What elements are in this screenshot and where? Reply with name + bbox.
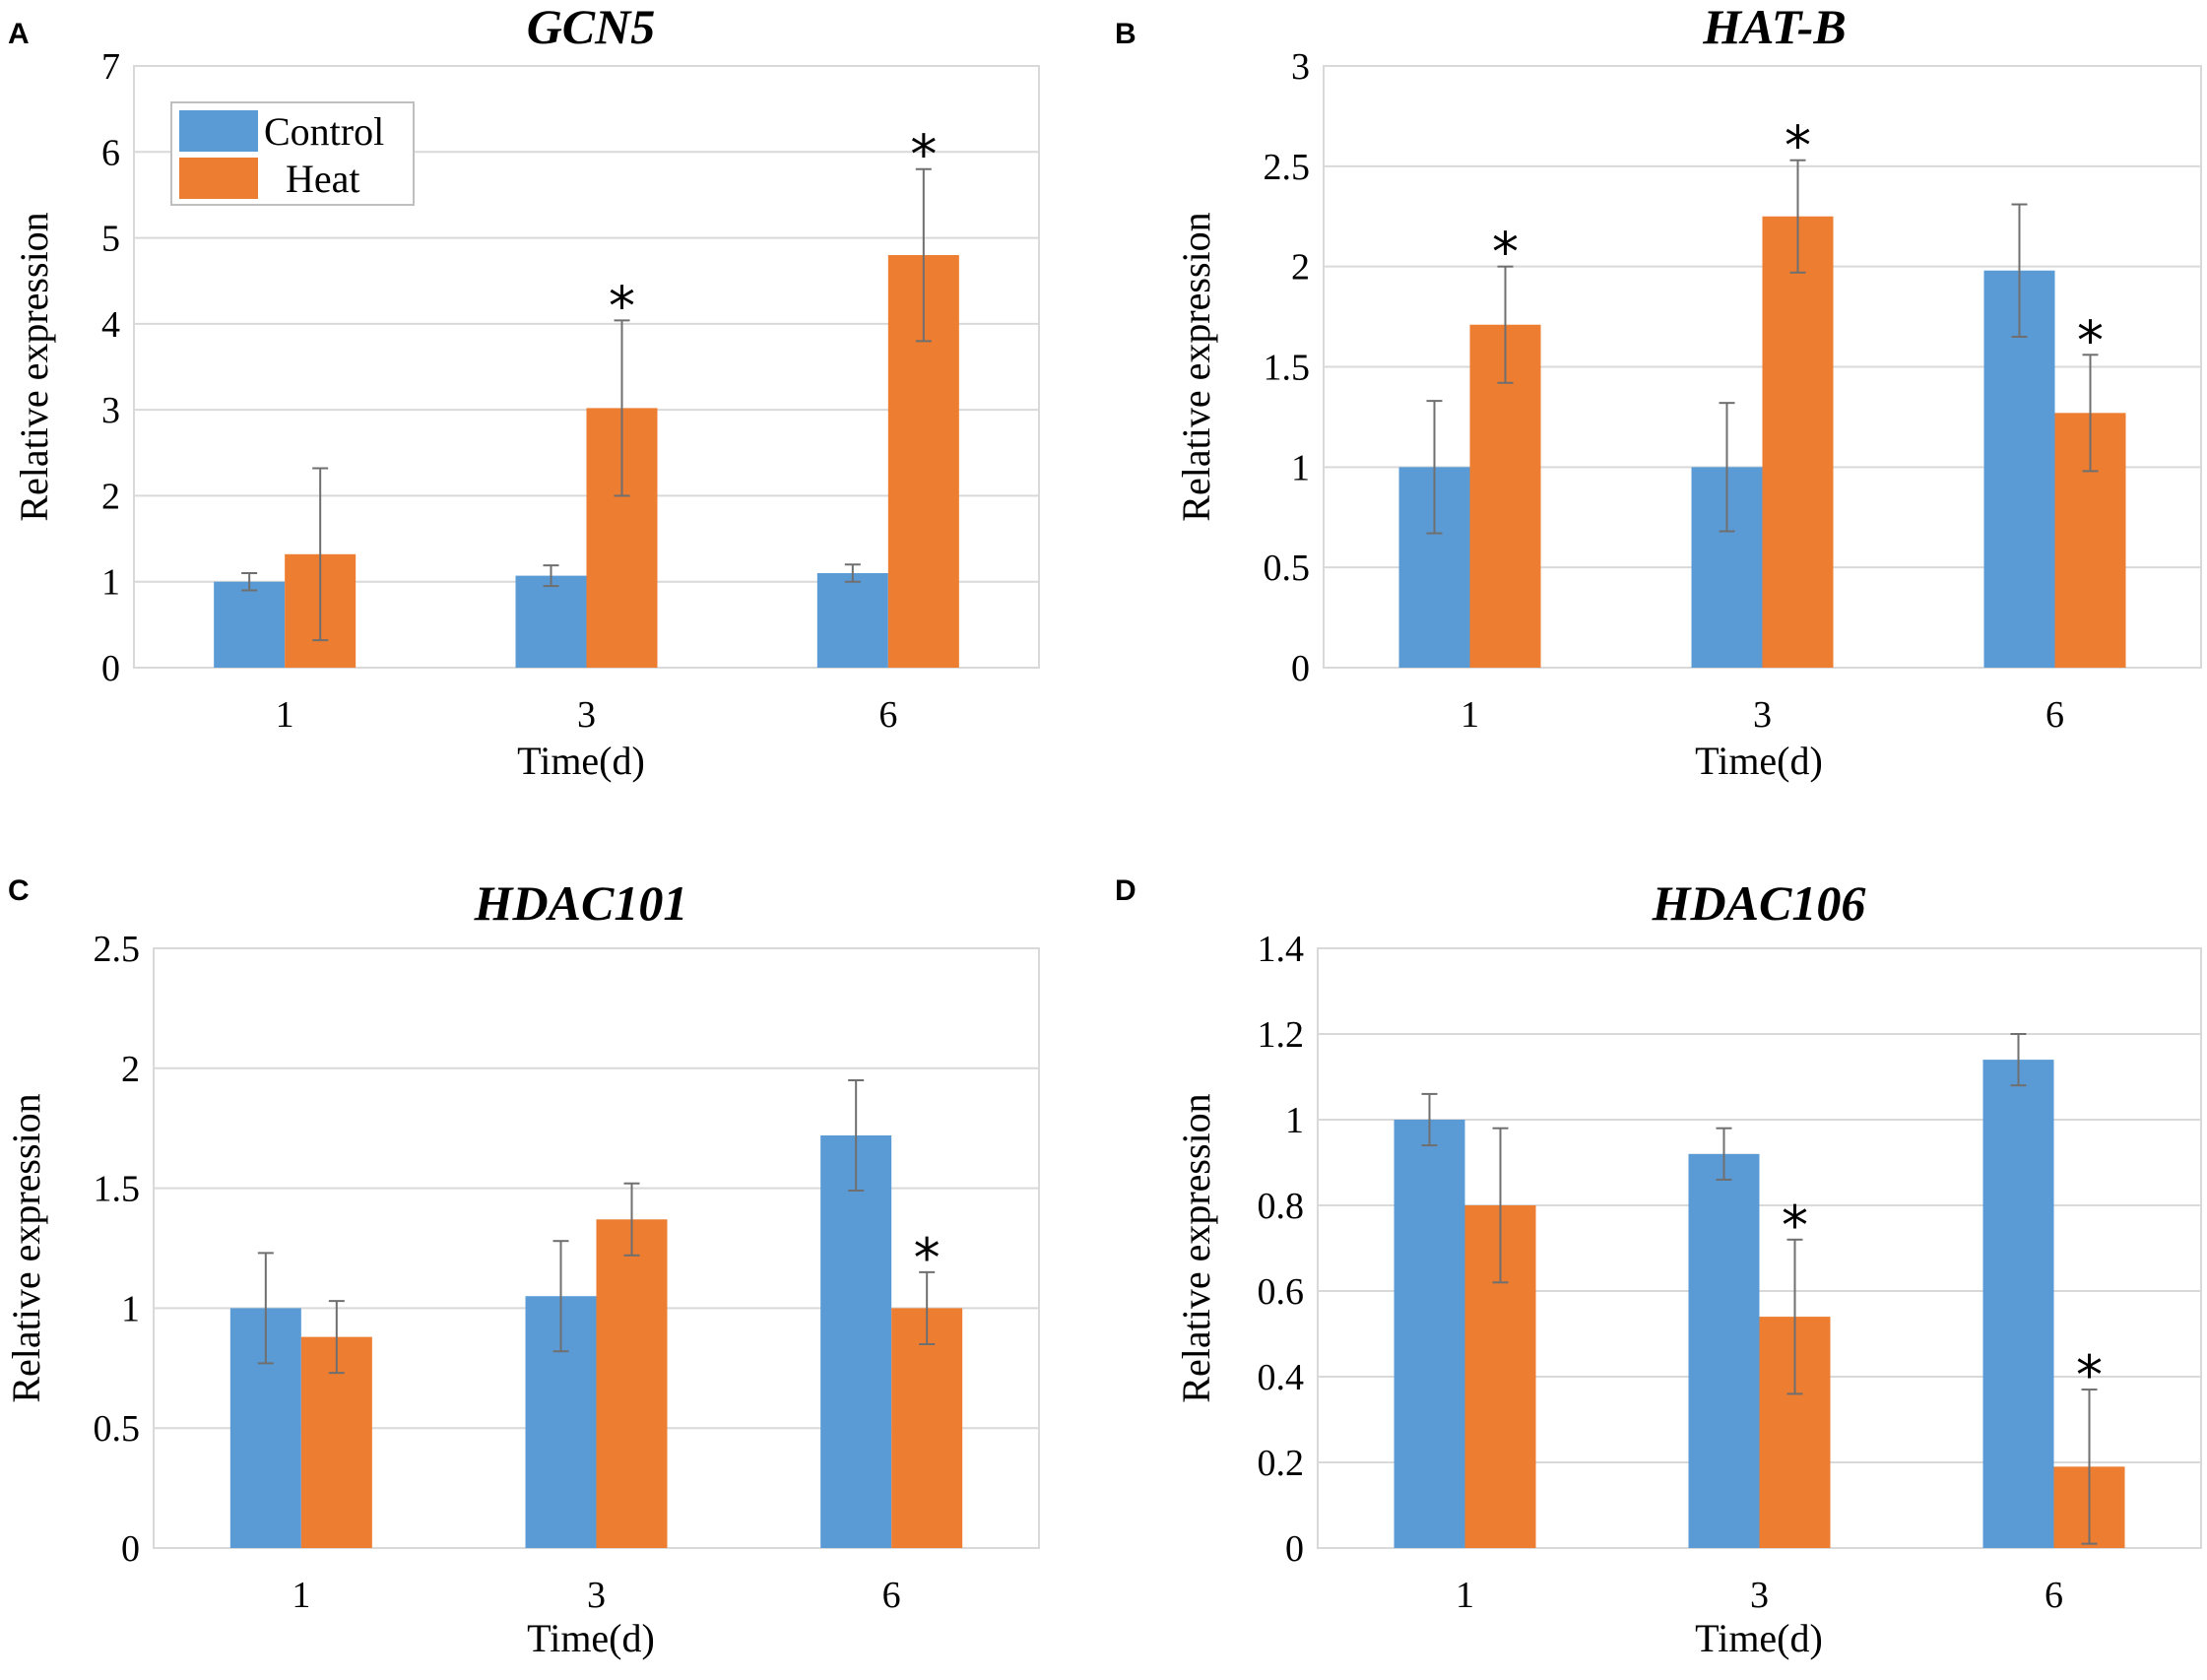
panel-a-x-axis-label: Time(d) (517, 739, 645, 783)
panel-a-y-tick-label: 3 (101, 390, 120, 431)
panel-d-control-bar (1688, 1153, 1760, 1548)
panel-b-significance-star: * (1785, 115, 1811, 177)
panel-c-x-tick-label: 6 (882, 1575, 901, 1616)
panel-c-y-tick-label: 2.5 (94, 929, 141, 970)
panel-letter-d: D (1115, 874, 1136, 907)
panel-c-y-tick-label: 0.5 (94, 1408, 141, 1450)
panel-b-significance-star: * (2077, 309, 2104, 371)
panel-d-chart-title: HDAC106 (1652, 875, 1866, 931)
panel-c-chart-title: HDAC101 (474, 875, 688, 931)
panel-b-x-axis-label: Time(d) (1695, 739, 1823, 783)
panel-b-x-tick-label: 3 (1753, 694, 1772, 736)
panel-d-y-tick-label: 0.2 (1258, 1443, 1305, 1484)
panel-d-y-tick-label: 0.4 (1258, 1357, 1305, 1398)
panel-d-y-tick-label: 0.8 (1258, 1186, 1305, 1227)
legend-swatch-control (179, 110, 258, 152)
panel-a-y-axis-label: Relative expression (12, 212, 56, 521)
panel-d-significance-star: * (1782, 1195, 1808, 1257)
panel-b-y-tick-label: 0.5 (1264, 548, 1311, 589)
panel-c-y-tick-label: 1.5 (94, 1169, 141, 1210)
panel-a-y-tick-label: 1 (101, 562, 120, 604)
panel-a-y-tick-label: 6 (101, 132, 120, 173)
panel-a-x-tick-label: 1 (276, 694, 294, 736)
panel-d-y-tick-label: 1.2 (1258, 1014, 1305, 1056)
panel-a-chart-title: GCN5 (527, 0, 656, 54)
panel-c-y-tick-label: 0 (121, 1528, 140, 1570)
legend-swatch-heat (179, 158, 258, 199)
panel-a-y-tick-label: 0 (101, 648, 120, 689)
legend-label-heat: Heat (286, 157, 360, 201)
panel-c-y-tick-label: 2 (121, 1049, 140, 1090)
panel-b-chart-title: HAT-B (1702, 0, 1846, 54)
panel-d-y-tick-label: 0.6 (1258, 1271, 1305, 1313)
panel-b-heat-bar (1762, 216, 1834, 668)
panel-d-x-axis-label: Time(d) (1695, 1616, 1823, 1660)
panel-letter-b: B (1115, 18, 1136, 50)
panel-d-significance-star: * (2076, 1344, 2103, 1406)
panel-c-x-axis-label: Time(d) (527, 1616, 655, 1660)
panel-d-control-bar (1982, 1060, 2054, 1548)
panel-a-x-tick-label: 6 (878, 694, 897, 736)
panel-letter-c: C (8, 874, 30, 907)
panel-b-x-tick-label: 6 (2045, 694, 2064, 736)
panel-a-control-bar (515, 575, 587, 668)
panel-c-y-axis-label: Relative expression (4, 1093, 48, 1402)
panel-c-heat-bar (596, 1219, 668, 1548)
panel-a-x-tick-label: 3 (577, 694, 596, 736)
panel-a-y-tick-label: 4 (101, 304, 120, 346)
legend-label-control: Control (264, 109, 384, 154)
panel-c-y-tick-label: 1 (121, 1288, 140, 1329)
panel-a-control-bar (816, 572, 888, 668)
panel-letter-a: A (8, 18, 30, 50)
panel-b-x-tick-label: 1 (1461, 694, 1479, 736)
panel-c-x-tick-label: 1 (292, 1575, 310, 1616)
panel-b-y-tick-label: 3 (1291, 46, 1310, 88)
panel-b-y-tick-label: 2.5 (1264, 147, 1311, 188)
panel-a-control-bar (214, 581, 286, 668)
panel-a-significance-star: * (609, 275, 635, 337)
panel-d-x-tick-label: 1 (1456, 1575, 1474, 1616)
panel-c-x-tick-label: 3 (587, 1575, 606, 1616)
panel-d-x-tick-label: 3 (1750, 1575, 1769, 1616)
panel-b-y-tick-label: 1 (1291, 447, 1310, 488)
panel-c-control-bar (820, 1135, 892, 1548)
panel-c-heat-bar (891, 1308, 963, 1548)
panel-d-y-tick-label: 1 (1285, 1100, 1304, 1141)
panel-b-significance-star: * (1492, 222, 1519, 284)
panel-a-y-tick-label: 2 (101, 476, 120, 517)
panel-b-y-tick-label: 1.5 (1264, 348, 1311, 389)
panel-b-y-axis-label: Relative expression (1174, 212, 1218, 521)
panel-a-y-tick-label: 5 (101, 219, 120, 260)
panel-a-significance-star: * (910, 124, 937, 186)
panel-d-x-tick-label: 6 (2045, 1575, 2063, 1616)
panel-b-y-tick-label: 0 (1291, 648, 1310, 689)
panel-d-control-bar (1394, 1120, 1465, 1548)
panel-d-y-tick-label: 0 (1285, 1528, 1304, 1570)
panel-c-significance-star: * (914, 1227, 941, 1289)
panel-d-y-axis-label: Relative expression (1174, 1093, 1218, 1402)
panel-a-y-tick-label: 7 (101, 46, 120, 88)
panel-d-y-tick-label: 1.4 (1258, 929, 1305, 970)
panel-b-y-tick-label: 2 (1291, 247, 1310, 289)
